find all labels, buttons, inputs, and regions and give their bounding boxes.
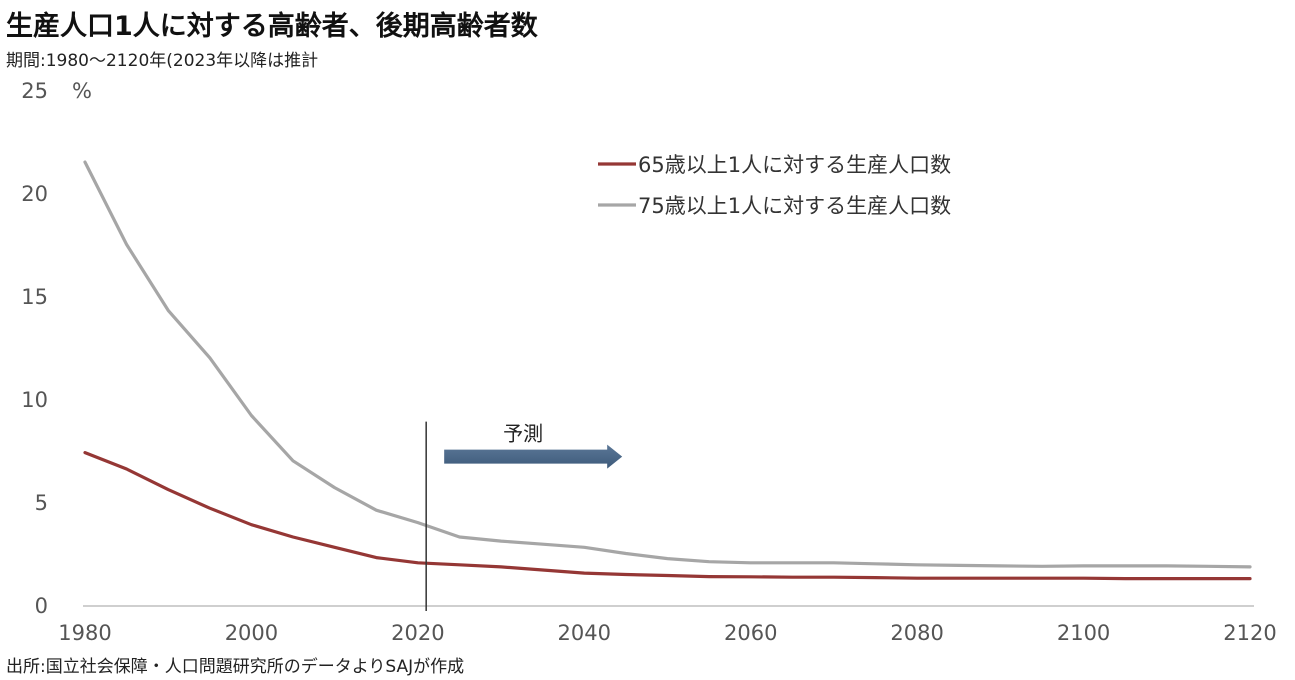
series-line-1 — [83, 160, 1252, 569]
x-tick-label-5: 2080 — [890, 621, 943, 645]
y-tick-label-4: 20 — [21, 182, 48, 206]
legend-label-1: 75歳以上1人に対する生産人口数 — [638, 194, 951, 218]
x-tick-label-2: 2020 — [391, 621, 444, 645]
source-note: 出所:国立社会保障・人口問題研究所のデータよりSAJが作成 — [6, 657, 465, 677]
y-tick-label-5: 25 — [21, 79, 48, 103]
x-tick-label-6: 2100 — [1057, 621, 1110, 645]
x-axis: 1980 2000 2020 2040 2060 2080 2100 2120 — [58, 621, 1276, 645]
y-unit-label: % — [72, 79, 92, 103]
legend: 65歳以上1人に対する生産人口数 75歳以上1人に対する生産人口数 — [598, 153, 951, 218]
forecast-arrow-icon — [444, 444, 623, 469]
legend-label-0: 65歳以上1人に対する生産人口数 — [638, 153, 951, 177]
series-lines — [83, 160, 1252, 581]
series-line-0 — [83, 451, 1252, 581]
y-tick-label-1: 5 — [35, 491, 48, 515]
y-tick-label-3: 15 — [21, 285, 48, 309]
x-tick-label-1: 2000 — [225, 621, 278, 645]
x-tick-label-7: 2120 — [1223, 621, 1276, 645]
forecast-label: 予測 — [503, 422, 543, 446]
chart-title: 生産人口1人に対する高齢者、後期高齢者数 — [6, 11, 538, 42]
y-axis: 0 5 10 15 20 25 — [21, 79, 48, 618]
y-tick-label-0: 0 — [35, 594, 48, 618]
y-tick-label-2: 10 — [21, 388, 48, 412]
chart-subtitle: 期間:1980～2120年(2023年以降は推計 — [6, 51, 319, 71]
x-tick-label-0: 1980 — [58, 621, 111, 645]
x-tick-label-3: 2040 — [558, 621, 611, 645]
x-tick-label-4: 2060 — [724, 621, 777, 645]
